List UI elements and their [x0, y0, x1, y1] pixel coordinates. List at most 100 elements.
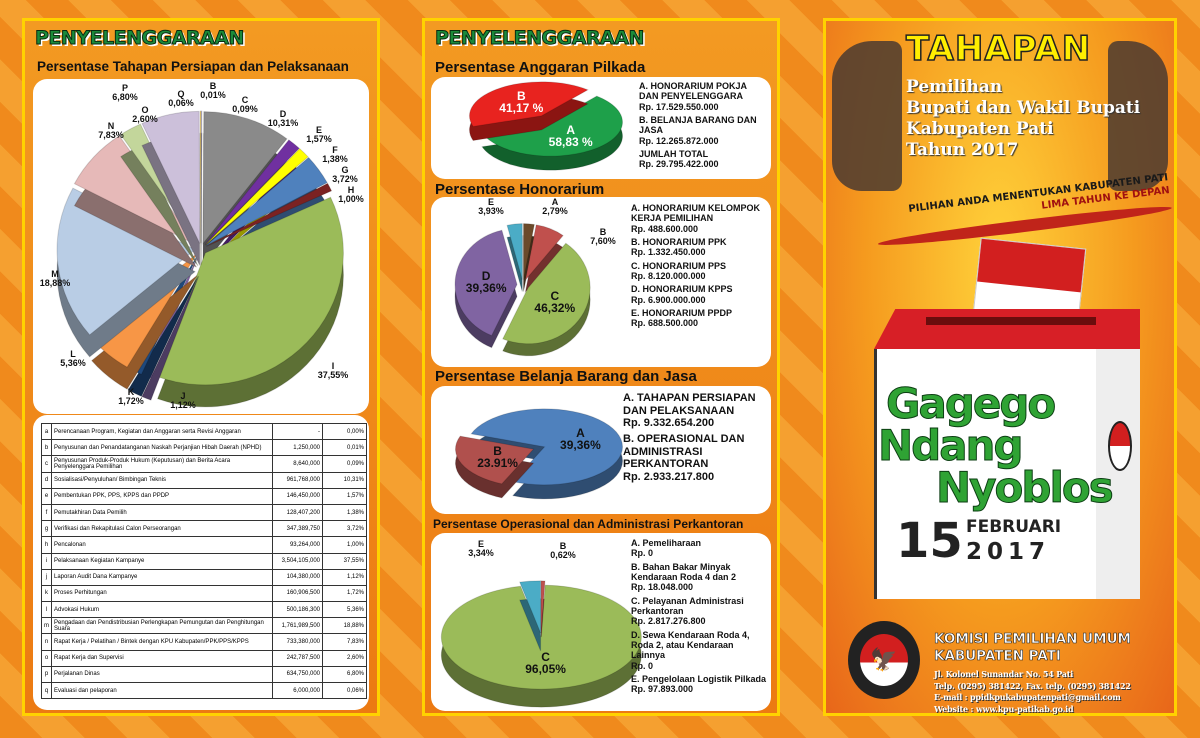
- table-cell: 104,380,000: [272, 568, 323, 586]
- slice-value: 5,36%: [60, 358, 86, 368]
- tagline-1: Gagego: [886, 379, 1057, 428]
- legend-item: JUMLAH TOTAL Rp. 29.795.422.000: [639, 149, 767, 170]
- table-row: i Pelaksanaan Kegiatan Kampanye 3,504,105,…: [41, 552, 367, 570]
- slice-value: 1,00%: [338, 194, 364, 204]
- slice-letter: A: [576, 426, 585, 441]
- chart-title: Persentase Honorarium: [435, 181, 605, 198]
- election-month: FEBRUARI: [966, 517, 1062, 537]
- slice-value: 1,72%: [118, 396, 144, 406]
- tagline: Gagego Ndang Nyoblos: [878, 379, 1115, 509]
- phone: Telp. (0295) 381422, Fax. telp. (0295) 3…: [934, 680, 1131, 691]
- slice-letter: M: [51, 269, 59, 279]
- legend-value: Rp. 12.265.872.000: [639, 135, 719, 146]
- table-cell: 18,88%: [322, 617, 367, 635]
- pie-slice-i: [156, 196, 344, 386]
- pie-label: B 23.91%: [477, 445, 518, 469]
- slice-letter: B: [559, 541, 567, 551]
- slice-letter: E: [487, 197, 494, 207]
- pie-slice-g: [205, 156, 328, 247]
- chart-legend: A. HONORARIUM POKJA DAN PENYELENGGARA Rp.…: [639, 81, 767, 173]
- table-cell: 1,72%: [322, 584, 367, 603]
- slice-value: 7,60%: [590, 236, 616, 246]
- slice-value: 6,80%: [112, 92, 138, 102]
- legend-value: Rp. 6.900.000.000: [631, 294, 706, 305]
- table-cell: j: [41, 568, 52, 586]
- pie-label: B 0,62%: [550, 542, 576, 560]
- legend-label: B. OPERASIONAL DAN ADMINISTRASI PERKANTO…: [623, 432, 745, 471]
- table-cell: Perencanaan Program, Kegiatan dan Anggar…: [51, 422, 273, 441]
- chart-title: Persentase Tahapan Persiapan dan Pelaksa…: [37, 59, 349, 74]
- legend-label: JUMLAH TOTAL: [639, 149, 709, 160]
- slice-value: 10,31%: [267, 118, 299, 128]
- table-cell: k: [41, 584, 52, 603]
- panel-title: PENYELENGGARAAN: [435, 27, 645, 50]
- legend-label: A. HONORARIUM KELOMPOK KERJA PEMILIHAN: [631, 203, 760, 224]
- table-cell: 0,01%: [322, 439, 367, 457]
- table-cell: Sosialisasi/Penyuluhan/ Bimbingan Teknis: [51, 471, 273, 489]
- table-cell: m: [41, 617, 52, 635]
- legend-label: B. HONORARIUM PPK: [631, 237, 727, 248]
- table-row: a Perencanaan Program, Kegiatan dan Angga…: [41, 422, 367, 441]
- pie-slice-side: [141, 276, 200, 401]
- panel-persentase: PENYELENGGARAAN Persentase Anggaran Pilk…: [422, 18, 780, 716]
- legend-item: B. HONORARIUM PPK Rp. 1.332.450.000: [631, 237, 766, 258]
- pie-slice-b: [540, 580, 546, 633]
- table-cell: l: [41, 601, 52, 619]
- slice-value: 37,55%: [317, 370, 349, 380]
- pie-label: I 37,55%: [318, 362, 349, 380]
- table-cell: -: [272, 422, 323, 441]
- slice-letter: L: [70, 349, 76, 359]
- panel-tahapan-persiapan: PENYELENGGARAAN Persentase Tahapan Persi…: [22, 18, 380, 716]
- email-link[interactable]: E-mail : ppidkpukabupatenpati@gmail.com: [934, 692, 1121, 702]
- table-cell: Pencalonan: [51, 536, 273, 554]
- pie-label: L 5,36%: [60, 350, 86, 368]
- table-row: e Pembentukan PPK, PPS, KPPS dan PPDP 146,…: [41, 487, 367, 505]
- contact-info: Jl. Kolonel Sunandar No. 54 Pati Telp. (…: [934, 669, 1131, 715]
- table-cell: Perjalanan Dinas: [51, 665, 273, 684]
- silhouette-right: [1108, 41, 1168, 191]
- pie-label: E 1,57%: [306, 126, 332, 144]
- pie-label: J 1,12%: [170, 392, 196, 410]
- legend-item: E. HONORARIUM PPDP Rp. 688.500.000: [631, 308, 766, 329]
- pie-slice-d: [202, 111, 288, 246]
- pie-slice-f: [204, 147, 309, 246]
- ballot-box-top: [874, 309, 1140, 349]
- table-cell: 242,787,500: [272, 649, 323, 667]
- pie-slice-a: [470, 408, 624, 486]
- legend-value: Rp. 0: [631, 660, 654, 671]
- pie-card-2: A 58,83 % B 41,17 % A. HONORARIUM POKJA DAN…: [431, 77, 771, 179]
- slice-letter: A: [566, 123, 576, 138]
- pie-label: M 18,88%: [40, 270, 71, 288]
- website-link[interactable]: Website : www.kpu-patikab.go.id: [934, 703, 1074, 714]
- legend-value: Rp. 18.048.000: [631, 582, 694, 593]
- table-row: k Proses Perhitungan 160,906,500 1,72%: [41, 584, 367, 603]
- table-cell: a: [41, 422, 52, 441]
- pie-label: P 6,80%: [112, 84, 138, 102]
- slice-value: 2,79%: [542, 206, 568, 216]
- legend-value: Rp. 97.893.000: [631, 684, 694, 695]
- table-cell: Proses Perhitungan: [51, 584, 273, 603]
- slice-letter: D: [279, 109, 287, 119]
- legend-item: D. Sewa Kendaraan Roda 4, Roda 2, atau K…: [631, 630, 769, 671]
- legend-label: D. HONORARIUM KPPS: [631, 284, 733, 295]
- legend-value: Rp. 29.795.422.000: [639, 159, 719, 170]
- ballot-box: [874, 349, 1140, 599]
- pie-card-5: B 0,62% C 96,05% E 3,34% A. Pemeliharaan Rp. 0…: [431, 533, 771, 711]
- pie-label: G 3,72%: [332, 166, 358, 184]
- table-cell: 347,389,750: [272, 520, 323, 538]
- pie-label: C 0,09%: [232, 96, 258, 114]
- legend-item: A. HONORARIUM POKJA DAN PENYELENGGARA Rp.…: [639, 81, 767, 112]
- legend-item: A. TAHAPAN PERSIAPAN DAN PELAKSANAAN Rp. …: [623, 392, 768, 430]
- table-cell: 1,57%: [322, 487, 367, 505]
- slice-letter: B: [493, 443, 502, 458]
- table-cell: Pelaksanaan Kegiatan Kampanye: [51, 552, 273, 570]
- table-cell: f: [41, 503, 52, 522]
- table-row: l Advokasi Hukum 500,186,300 5,36%: [41, 601, 367, 619]
- cover-title: TAHAPAN: [905, 28, 1092, 70]
- pie-slice-p: [141, 110, 201, 244]
- table-row: q Evaluasi dan pelaporan 6,000,000 0,06%: [41, 681, 367, 700]
- legend-label: C. Pelayanan Administrasi Perkantoran: [631, 595, 744, 617]
- chart-legend: A. TAHAPAN PERSIAPAN DAN PELAKSANAAN Rp. …: [623, 392, 768, 486]
- table-row: m Pengadaan dan Pendistribusian Perlengka…: [41, 617, 367, 635]
- table-row: j Laporan Audit Dana Kampanye 104,380,000 1…: [41, 568, 367, 586]
